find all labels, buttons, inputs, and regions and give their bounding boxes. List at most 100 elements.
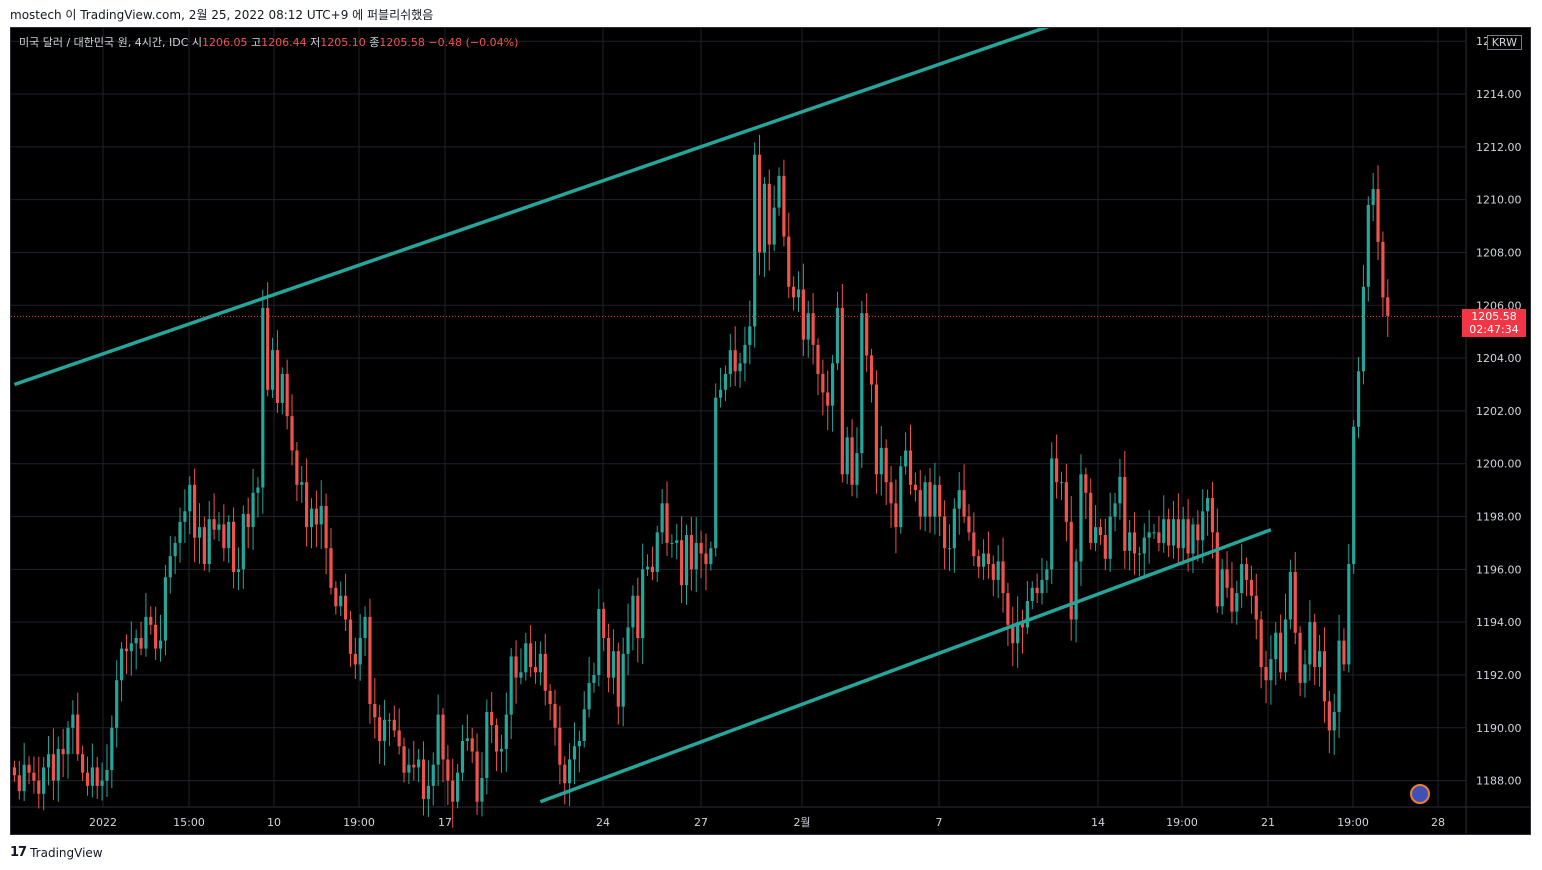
- y-tick-label: 1200.00: [1476, 458, 1522, 471]
- candle-body: [485, 711, 489, 778]
- candle-body: [1264, 667, 1268, 681]
- candle-body: [285, 373, 289, 417]
- candle-body: [1322, 651, 1327, 702]
- candle-body: [1118, 476, 1122, 504]
- candle-body: [494, 725, 499, 752]
- candle-body: [1298, 632, 1302, 683]
- candle-body: [188, 484, 192, 512]
- candle-body: [899, 466, 903, 528]
- candle-body: [1327, 701, 1331, 731]
- candle-body: [835, 307, 840, 364]
- candle-body: [645, 566, 650, 570]
- candle-body: [543, 653, 547, 691]
- low-value: 1205.10: [320, 36, 366, 49]
- candle-body: [212, 519, 216, 530]
- candle-body: [412, 764, 416, 768]
- candle-body: [972, 532, 976, 557]
- candle-body: [611, 651, 616, 678]
- candle-body: [699, 542, 703, 554]
- candle-body: [324, 505, 328, 549]
- tradingview-logo[interactable]: 17 TradingView: [10, 845, 103, 860]
- x-tick-label: 2월: [793, 816, 810, 829]
- candle-body: [358, 637, 362, 665]
- candle-body: [816, 344, 820, 374]
- tradingview-brand: TradingView: [30, 845, 103, 860]
- candle-body: [1186, 519, 1190, 554]
- candle-body: [436, 714, 440, 765]
- candle-body: [913, 484, 917, 491]
- candle-body: [417, 759, 421, 768]
- candle-body: [757, 154, 762, 253]
- candle-body: [904, 450, 908, 467]
- close-label: 종: [369, 36, 380, 49]
- candle-body: [1030, 587, 1034, 602]
- candle-body: [792, 286, 796, 298]
- candle-body: [753, 154, 757, 327]
- y-tick-label: 1212.00: [1476, 141, 1522, 154]
- candle-body: [334, 587, 338, 607]
- candle-body: [952, 508, 956, 549]
- open-label: 시: [191, 36, 203, 49]
- candle-body: [1254, 595, 1258, 620]
- candle-body: [1142, 537, 1146, 554]
- candle-body: [193, 484, 197, 538]
- candle-body: [592, 674, 596, 683]
- high-value: 1206.44: [261, 36, 307, 49]
- candle-body: [733, 350, 737, 372]
- candle-body: [197, 527, 202, 538]
- candle-body: [1303, 664, 1307, 683]
- candle-body: [300, 482, 304, 485]
- candle-body: [1317, 651, 1322, 668]
- currency-badge[interactable]: KRW: [1486, 35, 1522, 50]
- candle-body: [1035, 587, 1039, 594]
- candle-body: [158, 640, 163, 649]
- candle-body: [295, 450, 299, 485]
- candle-body: [149, 616, 153, 625]
- tradingview-logo-icon: 17: [10, 845, 27, 860]
- candle-body: [616, 651, 620, 707]
- candle-body: [977, 556, 981, 567]
- candle-body: [986, 553, 991, 565]
- candle-body: [1123, 476, 1127, 551]
- last-price-value: 1205.58: [1471, 310, 1517, 324]
- candle-body: [665, 503, 669, 543]
- candle-body: [163, 577, 168, 641]
- candle-body: [231, 521, 236, 572]
- candle-body: [115, 680, 119, 728]
- candle-body: [650, 566, 655, 572]
- candle-body: [309, 508, 314, 528]
- candle-body: [95, 767, 99, 786]
- candle-body: [553, 704, 557, 728]
- candle-body: [280, 373, 284, 403]
- candle-body: [884, 447, 888, 483]
- candle-body: [524, 643, 528, 673]
- y-tick-label: 1190.00: [1476, 722, 1522, 735]
- candle-body: [100, 780, 104, 786]
- x-tick-label: 7: [936, 816, 943, 829]
- candle-body: [533, 667, 538, 673]
- candle-body: [782, 175, 786, 237]
- candle-body: [830, 363, 835, 406]
- candle-body: [42, 767, 46, 794]
- candle-body: [46, 754, 51, 768]
- candle-body: [1288, 571, 1292, 620]
- candle-body: [1074, 561, 1078, 620]
- candle-body: [670, 542, 674, 544]
- candle-body: [168, 556, 172, 578]
- chart-panel[interactable]: 1188.00 1190.00 1192.00 1194.00 1196.00 1198.…: [10, 27, 1531, 835]
- candle-body: [456, 772, 460, 802]
- candle-body: [694, 542, 698, 570]
- x-tick-label: 21: [1261, 816, 1275, 829]
- candle-body: [183, 511, 187, 522]
- symbol-title: 미국 달러 / 대한민국 원, 4시간, IDC: [19, 36, 189, 49]
- x-tick-label: 28: [1431, 816, 1445, 829]
- x-tick-label: 19:00: [1337, 816, 1369, 829]
- high-label: 고: [251, 36, 262, 49]
- candle-body: [329, 548, 333, 588]
- candle-body: [290, 416, 294, 451]
- us-flag-icon[interactable]: [1410, 784, 1430, 804]
- candle-body: [738, 363, 742, 372]
- candle-body: [1103, 535, 1107, 559]
- candlestick-chart[interactable]: 1188.00 1190.00 1192.00 1194.00 1196.00 1198.…: [11, 28, 1531, 835]
- x-tick-label: 27: [694, 816, 708, 829]
